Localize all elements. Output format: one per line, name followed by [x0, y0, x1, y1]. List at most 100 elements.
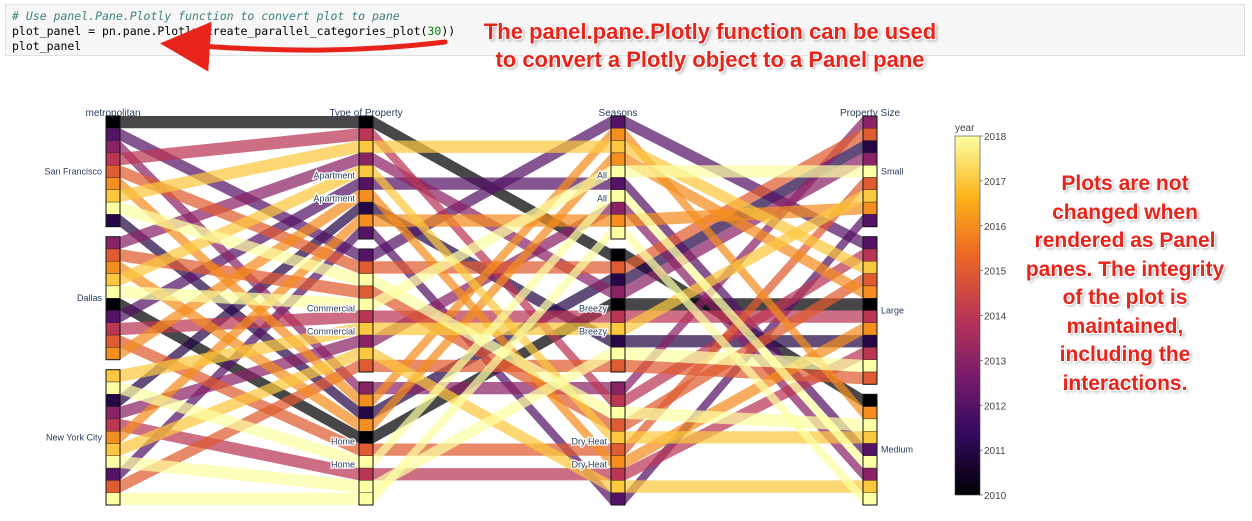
- category-bar-segment[interactable]: [358, 273, 374, 287]
- category-bar-segment[interactable]: [358, 298, 374, 311]
- category-bar-segment[interactable]: [610, 322, 626, 336]
- category-bar-segment[interactable]: [358, 347, 374, 360]
- category-bar-outline[interactable]: [105, 369, 121, 506]
- category-bar-segment[interactable]: [862, 371, 878, 385]
- category-bar-segment[interactable]: [610, 455, 626, 469]
- category-bar-segment[interactable]: [862, 394, 878, 407]
- category-bar-segment[interactable]: [105, 334, 121, 348]
- category-bar-segment[interactable]: [358, 334, 374, 348]
- category-bar-segment[interactable]: [358, 443, 374, 457]
- category-bar-segment[interactable]: [358, 455, 374, 469]
- category-bar-segment[interactable]: [862, 201, 878, 215]
- category-bar-segment[interactable]: [610, 359, 626, 373]
- category-bar-segment[interactable]: [610, 214, 626, 227]
- category-bar-segment[interactable]: [105, 164, 121, 178]
- category-bar-segment[interactable]: [105, 322, 121, 336]
- category-bar-segment[interactable]: [610, 334, 626, 348]
- category-bar-segment[interactable]: [610, 381, 626, 395]
- category-bar-segment[interactable]: [358, 248, 374, 262]
- category-bar-segment[interactable]: [610, 248, 626, 262]
- category-bar-segment[interactable]: [358, 261, 374, 274]
- category-bar-segment[interactable]: [358, 164, 374, 178]
- category-bar-segment[interactable]: [862, 177, 878, 191]
- category-bar-segment[interactable]: [610, 152, 626, 166]
- category-bar-segment[interactable]: [862, 347, 878, 360]
- category-bar-segment[interactable]: [105, 189, 121, 203]
- category-bar-segment[interactable]: [610, 431, 626, 444]
- category-bar-outline[interactable]: [358, 248, 374, 373]
- category-bar-segment[interactable]: [862, 334, 878, 348]
- category-bar-segment[interactable]: [358, 189, 374, 203]
- category-bar-segment[interactable]: [610, 467, 626, 481]
- category-bar-segment[interactable]: [610, 189, 626, 203]
- category-bar-outline[interactable]: [610, 115, 626, 240]
- category-bar-segment[interactable]: [610, 177, 626, 191]
- category-bar-segment[interactable]: [358, 480, 374, 493]
- category-bar-segment[interactable]: [358, 214, 374, 227]
- category-bar-segment[interactable]: [105, 406, 121, 420]
- category-bar-segment[interactable]: [358, 431, 374, 444]
- category-bar-segment[interactable]: [610, 128, 626, 141]
- category-bar-segment[interactable]: [862, 236, 878, 250]
- category-bar-segment[interactable]: [358, 177, 374, 191]
- category-bar-segment[interactable]: [862, 128, 878, 141]
- category-bar-segment[interactable]: [105, 394, 121, 407]
- category-bar-segment[interactable]: [610, 201, 626, 215]
- category-bar-segment[interactable]: [862, 492, 878, 506]
- category-bar-outline[interactable]: [862, 115, 878, 228]
- category-bar-segment[interactable]: [358, 201, 374, 215]
- category-bar-segment[interactable]: [862, 418, 878, 432]
- category-bar-segment[interactable]: [862, 164, 878, 178]
- category-bar-segment[interactable]: [105, 455, 121, 469]
- category-bar-segment[interactable]: [105, 418, 121, 432]
- category-bar-segment[interactable]: [862, 285, 878, 299]
- category-bar-segment[interactable]: [105, 128, 121, 141]
- category-bar-segment[interactable]: [862, 431, 878, 444]
- category-bar-outline[interactable]: [862, 236, 878, 385]
- category-bar-segment[interactable]: [105, 467, 121, 481]
- category-bar-segment[interactable]: [105, 347, 121, 360]
- category-bar-segment[interactable]: [105, 248, 121, 262]
- category-bar-segment[interactable]: [358, 467, 374, 481]
- category-bar-segment[interactable]: [105, 443, 121, 457]
- category-bar-segment[interactable]: [105, 236, 121, 250]
- category-bar-segment[interactable]: [358, 152, 374, 166]
- category-bar-segment[interactable]: [862, 322, 878, 336]
- category-bar-segment[interactable]: [358, 359, 374, 373]
- category-bar-segment[interactable]: [610, 226, 626, 240]
- category-bar-segment[interactable]: [105, 369, 121, 383]
- category-bar-segment[interactable]: [610, 164, 626, 178]
- category-bar-segment[interactable]: [610, 261, 626, 274]
- category-bar-segment[interactable]: [105, 298, 121, 311]
- category-bar-segment[interactable]: [105, 431, 121, 444]
- category-bar-segment[interactable]: [105, 480, 121, 493]
- category-bar-segment[interactable]: [610, 480, 626, 493]
- category-bar-segment[interactable]: [610, 285, 626, 299]
- category-bar-segment[interactable]: [610, 443, 626, 457]
- category-bar-segment[interactable]: [862, 480, 878, 493]
- category-bar-segment[interactable]: [105, 273, 121, 287]
- category-bar-outline[interactable]: [358, 381, 374, 506]
- category-bar-segment[interactable]: [105, 201, 121, 215]
- category-bar-segment[interactable]: [358, 285, 374, 299]
- category-bar-segment[interactable]: [610, 394, 626, 407]
- category-bar-segment[interactable]: [862, 248, 878, 262]
- category-bar-outline[interactable]: [105, 236, 121, 361]
- category-bar-segment[interactable]: [862, 359, 878, 373]
- category-bar-segment[interactable]: [862, 152, 878, 166]
- category-bar-segment[interactable]: [862, 310, 878, 324]
- category-bar-segment[interactable]: [358, 226, 374, 240]
- category-bar-segment[interactable]: [358, 128, 374, 141]
- category-bar-segment[interactable]: [862, 189, 878, 203]
- category-bar-segment[interactable]: [105, 310, 121, 324]
- category-bar-outline[interactable]: [610, 248, 626, 373]
- category-bar-segment[interactable]: [358, 418, 374, 432]
- category-bar-segment[interactable]: [105, 214, 121, 227]
- category-bar-segment[interactable]: [862, 273, 878, 287]
- category-bar-outline[interactable]: [610, 381, 626, 506]
- category-bar-segment[interactable]: [862, 406, 878, 420]
- category-bar-segment[interactable]: [862, 455, 878, 469]
- category-bar-segment[interactable]: [358, 406, 374, 420]
- category-bar-segment[interactable]: [610, 492, 626, 506]
